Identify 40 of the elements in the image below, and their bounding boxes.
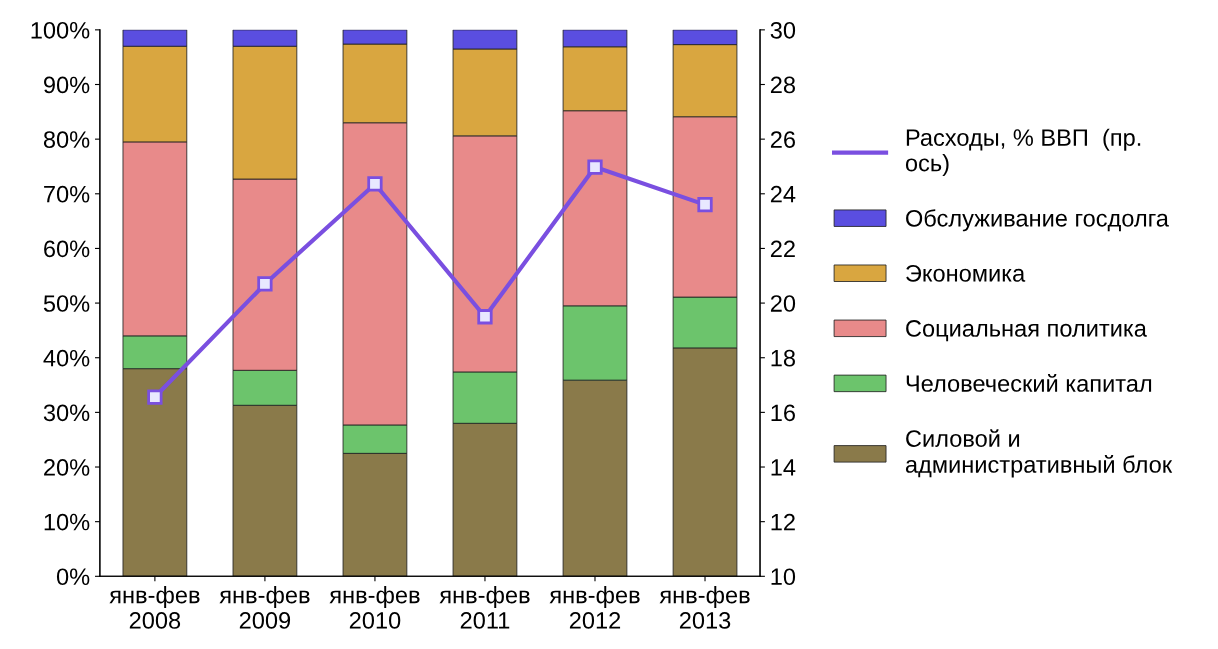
y2-tick-label: 14 — [771, 459, 796, 476]
y2-tick-label: 30 — [770, 21, 796, 39]
y2-tick-label: 20 — [770, 295, 796, 312]
y2-tick-label: 12 — [771, 513, 795, 531]
y-tick-label: 0% — [56, 568, 90, 586]
point — [477, 309, 493, 325]
y2-tick-label: 16 — [771, 404, 795, 422]
point — [147, 389, 163, 405]
y-tick-label: 30% — [43, 404, 90, 422]
x-tick-label: янв-фев 2008 — [109, 586, 200, 629]
legend-label: Человеческий капитал — [906, 374, 1152, 392]
point — [587, 159, 603, 175]
y2-tick-label: 18 — [771, 349, 795, 367]
y2-tick-label: 28 — [770, 76, 795, 94]
y-tick-label: 10% — [44, 513, 90, 531]
y2-tick-label: 10 — [771, 568, 796, 586]
y2-tick-label: 24 — [770, 185, 796, 203]
y-tick-label: 50% — [43, 295, 90, 312]
x-tick-label: янв-фев 2010 — [329, 586, 420, 629]
legend-label: Экономика — [906, 265, 1026, 282]
x-tick-label: янв-фев 2011 — [439, 586, 530, 629]
y-tick-label: 90% — [44, 76, 90, 94]
y-tick-label: 40% — [43, 349, 90, 367]
legend-label: Социальная политика — [906, 320, 1147, 342]
x-tick-label: янв-фев 2013 — [659, 586, 750, 629]
y-tick-label: 20% — [44, 459, 90, 476]
point — [257, 276, 273, 292]
y-tick-label: 100% — [31, 21, 90, 39]
y-tick-label: 70% — [44, 185, 90, 203]
point — [367, 176, 383, 192]
x-tick-label: янв-фев 2009 — [219, 586, 310, 629]
x-tick-label: янв-фев 2012 — [549, 586, 640, 629]
legend-label: Обслуживание госдолга — [906, 209, 1169, 232]
point — [697, 197, 713, 213]
y2-tick-label: 26 — [770, 131, 795, 148]
y-tick-label: 60% — [44, 240, 90, 258]
y-tick-label: 80% — [43, 131, 90, 148]
y2-tick-label: 22 — [770, 240, 795, 257]
legend-label: Силовой и административный блок — [905, 429, 1173, 478]
legend-label: Расходы, % ВВП (пр. ось) — [905, 128, 1141, 177]
